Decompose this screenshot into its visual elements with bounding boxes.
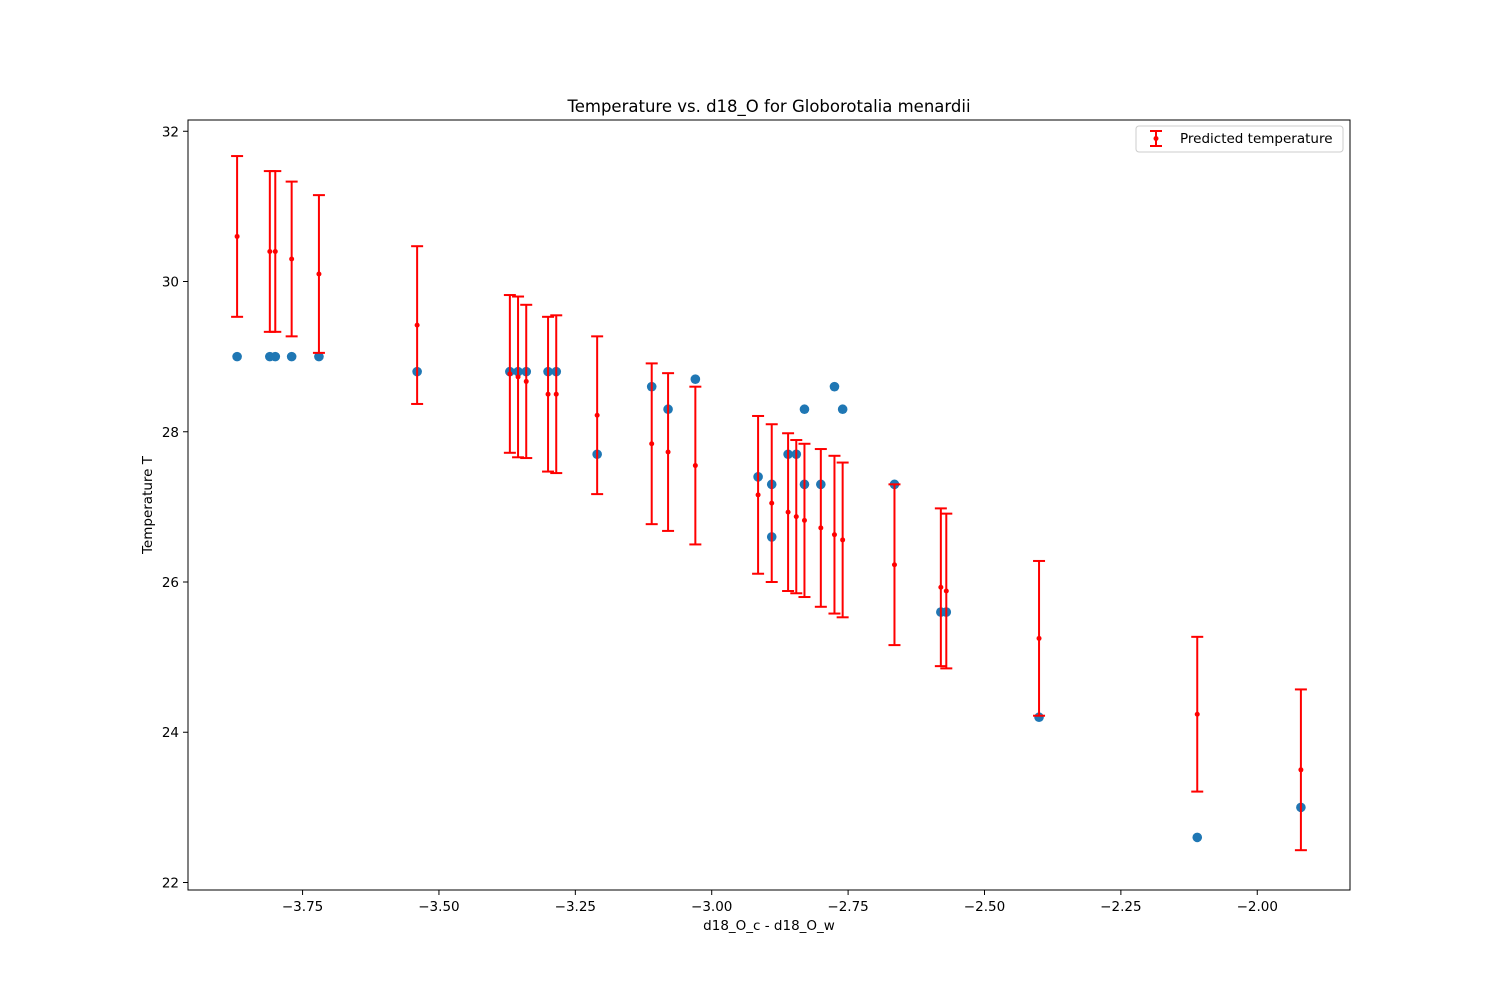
predicted-point xyxy=(289,256,294,261)
observed-point xyxy=(830,382,840,392)
predicted-point xyxy=(516,374,521,379)
predicted-point xyxy=(818,525,823,530)
predicted-point xyxy=(235,234,240,239)
predicted-point xyxy=(693,463,698,468)
observed-point xyxy=(287,352,297,362)
y-axis-label: Temperature T xyxy=(140,455,156,555)
x-tick-label: −2.50 xyxy=(964,899,1005,915)
predicted-point xyxy=(415,323,420,328)
chart-title: Temperature vs. d18_O for Globorotalia m… xyxy=(566,97,970,117)
y-tick-label: 30 xyxy=(162,275,179,291)
predicted-point xyxy=(892,562,897,567)
predicted-point xyxy=(273,249,278,254)
y-tick-label: 24 xyxy=(162,725,179,741)
x-axis-label: d18_O_c - d18_O_w xyxy=(703,918,835,934)
predicted-point xyxy=(554,392,559,397)
predicted-point xyxy=(794,514,799,519)
predicted-point xyxy=(524,379,529,384)
predicted-point xyxy=(267,249,272,254)
predicted-point xyxy=(832,532,837,537)
predicted-point xyxy=(944,589,949,594)
predicted-point xyxy=(649,441,654,446)
predicted-point xyxy=(1037,636,1042,641)
y-tick-label: 22 xyxy=(162,875,179,891)
x-tick-label: −2.00 xyxy=(1237,899,1278,915)
y-tick-label: 28 xyxy=(162,425,179,441)
x-tick-label: −2.25 xyxy=(1100,899,1141,915)
observed-point xyxy=(270,352,280,362)
predicted-point xyxy=(756,492,761,497)
y-tick-label: 26 xyxy=(162,575,179,591)
predicted-point xyxy=(507,371,512,376)
x-tick-label: −3.25 xyxy=(555,899,596,915)
y-tick-label: 32 xyxy=(162,124,179,140)
x-tick-label: −3.50 xyxy=(418,899,459,915)
observed-point xyxy=(838,404,848,414)
predicted-point xyxy=(1298,767,1303,772)
observed-point xyxy=(691,374,701,384)
observed-point xyxy=(232,352,242,362)
predicted-point xyxy=(938,585,943,590)
x-tick-label: −2.75 xyxy=(827,899,868,915)
predicted-point xyxy=(1195,712,1200,717)
predicted-point xyxy=(786,510,791,515)
x-tick-label: −3.00 xyxy=(691,899,732,915)
predicted-point xyxy=(546,392,551,397)
legend-label: Predicted temperature xyxy=(1180,131,1333,147)
predicted-point xyxy=(840,537,845,542)
predicted-point xyxy=(316,272,321,277)
legend: Predicted temperature xyxy=(1136,126,1343,152)
predicted-point xyxy=(802,518,807,523)
observed-point xyxy=(1192,833,1202,843)
predicted-point xyxy=(595,413,600,418)
predicted-point xyxy=(666,450,671,455)
predicted-point xyxy=(769,501,774,506)
x-tick-label: −3.75 xyxy=(282,899,323,915)
observed-point xyxy=(800,404,810,414)
